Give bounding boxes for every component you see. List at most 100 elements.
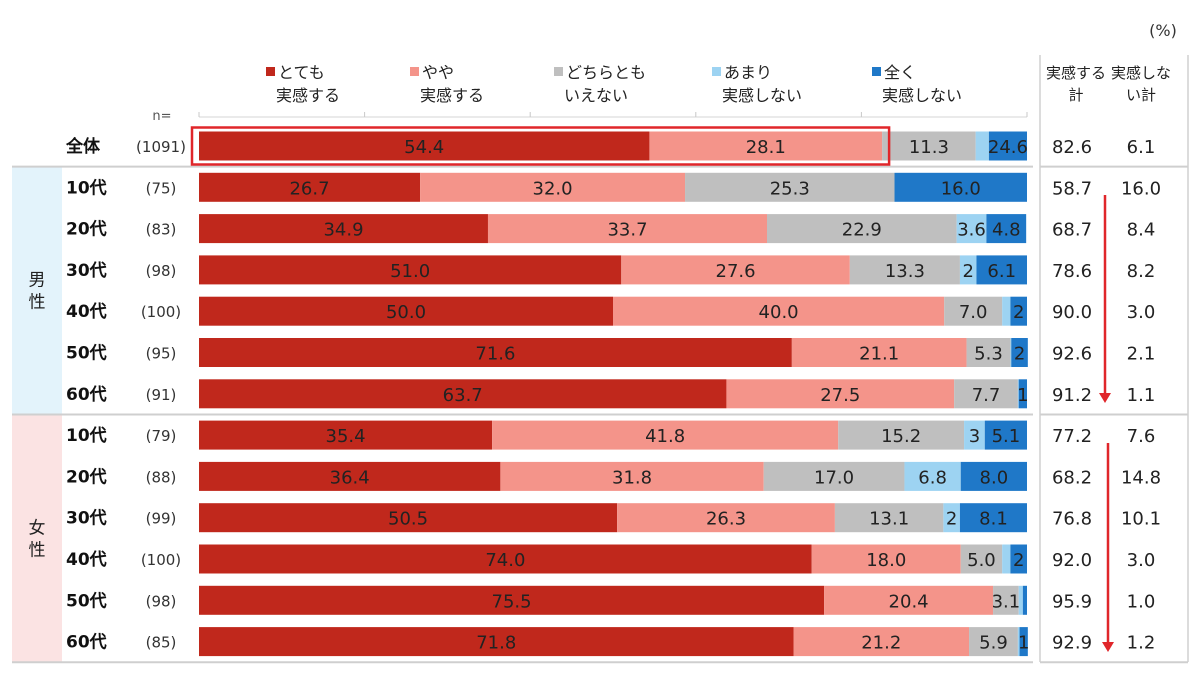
total-no: 1.2: [1127, 633, 1156, 654]
data-label: 51.0: [390, 261, 430, 282]
bar-segment: [960, 461, 1027, 491]
row-label: 30代: [66, 508, 107, 529]
data-label: 2: [946, 509, 957, 530]
data-label: 2: [1013, 550, 1024, 571]
data-label: 11.3: [909, 137, 949, 158]
bar-segment: [767, 214, 957, 244]
bar-segment: [1010, 338, 1012, 367]
total-yes: 95.9: [1052, 591, 1092, 612]
bar-segment: [1010, 544, 1027, 574]
data-label: 18.0: [866, 550, 906, 571]
bar-segment: [199, 131, 650, 161]
bar-segment: [199, 461, 501, 491]
bar-segment: [763, 461, 905, 491]
bar-segment: [199, 214, 488, 244]
bar-segment: [199, 420, 493, 450]
data-label: 2: [1014, 344, 1025, 365]
highlight-box: [190, 126, 891, 166]
bar-segment: [1002, 544, 1011, 574]
legend-label: 実感する: [420, 86, 484, 105]
bar-row: 60代 (91) 63.7 27.5 7.7 1 91.2 1.1: [66, 379, 1155, 409]
legend-label: 全く: [884, 63, 916, 82]
data-label: 25.3: [770, 178, 810, 199]
bar-segment: [882, 131, 976, 161]
bar-row: 50代 (98) 75.5 20.4 3.1 95.9 1.0: [66, 585, 1155, 615]
data-label: 31.8: [612, 467, 652, 488]
data-label: 71.8: [476, 633, 516, 654]
bar-segment: [500, 461, 764, 491]
data-label: 26.3: [706, 509, 746, 530]
data-label: 5.0: [967, 550, 996, 571]
row-n: (91): [146, 386, 177, 404]
bar-row: 40代 (100) 50.0 40.0 7.0 2 90.0 3.0: [66, 296, 1156, 326]
total-no: 3.0: [1127, 550, 1156, 571]
bar-row: 60代 (85) 71.8 21.2 5.9 1 92.9 1.2: [66, 627, 1156, 657]
bar-segment: [944, 296, 1003, 326]
bar-row: 10代 (79) 35.4 41.8 15.2 3 5.1 77.2 7.6: [66, 420, 1155, 450]
data-label: 21.1: [859, 344, 899, 365]
total-yes: 68.2: [1052, 467, 1092, 488]
bar-segment: [1017, 627, 1020, 657]
total-no: 14.8: [1121, 467, 1161, 488]
row-n: (98): [146, 592, 177, 610]
data-label: 4.8: [992, 220, 1021, 241]
bar-segment: [420, 172, 686, 202]
row-n: (88): [146, 468, 177, 486]
bar-segment: [959, 503, 1027, 533]
data-label: 8.1: [979, 509, 1008, 530]
row-n: (85): [146, 634, 177, 652]
bar-segment: [975, 131, 989, 161]
data-label: 21.2: [861, 633, 901, 654]
data-label: 28.1: [746, 137, 786, 158]
bar-segment: [964, 420, 985, 450]
bar-segment: [969, 627, 1018, 657]
data-label: 6.1: [987, 261, 1016, 282]
bar-segment: [956, 214, 987, 244]
data-label: 5.9: [979, 633, 1008, 654]
data-label: 7.7: [972, 385, 1001, 406]
row-n: (99): [146, 510, 177, 528]
bar-segment: [976, 255, 1027, 285]
data-label: 27.6: [716, 261, 756, 282]
bar-segment: [960, 544, 1003, 574]
row-n: (100): [141, 303, 181, 321]
bar-segment: [1022, 585, 1027, 615]
data-label: 15.2: [881, 426, 921, 447]
total-no: 6.1: [1127, 137, 1156, 158]
total-no: 8.2: [1127, 261, 1156, 282]
bar-row: 30代 (98) 51.0 27.6 13.3 2 6.1 78.6 8.2: [66, 255, 1156, 285]
data-label: 20.4: [889, 591, 929, 612]
legend-label: あまり: [724, 63, 772, 82]
row-label: 60代: [66, 384, 107, 405]
total-yes: 91.2: [1052, 385, 1092, 406]
bar-segment: [824, 585, 994, 615]
row-label: 40代: [66, 549, 107, 570]
total-yes: 90.0: [1052, 302, 1092, 323]
bar-segment: [1018, 585, 1023, 615]
bar-segment: [954, 379, 1018, 409]
total-yes: 77.2: [1052, 426, 1092, 447]
bar-segment: [966, 338, 1011, 367]
bar-segment: [984, 420, 1027, 450]
bar-segment: [199, 627, 794, 657]
data-label: 33.7: [607, 220, 647, 241]
group-label: 性: [29, 293, 46, 313]
total-no: 3.0: [1127, 302, 1156, 323]
data-label: 2: [962, 261, 973, 282]
bar-segment: [649, 131, 883, 161]
row-label: 全体: [65, 136, 101, 157]
summary-header: 実感しな: [1111, 64, 1171, 82]
legend-swatch: [712, 67, 721, 76]
row-n: (98): [146, 262, 177, 280]
unit-label: (%): [1149, 21, 1177, 40]
total-yes: 92.0: [1052, 550, 1092, 571]
data-label: 40.0: [759, 302, 799, 323]
bar-row: 10代 (75) 26.7 32.0 25.3 16.0 58.7 16.0: [66, 172, 1161, 202]
annotations: [190, 126, 1114, 652]
bar-segment: [1010, 296, 1027, 326]
data-label: 3.1: [992, 591, 1021, 612]
bar-row: 30代 (99) 50.5 26.3 13.1 2 8.1 76.8 10.1: [66, 503, 1161, 533]
grid-lines: [12, 55, 1189, 664]
